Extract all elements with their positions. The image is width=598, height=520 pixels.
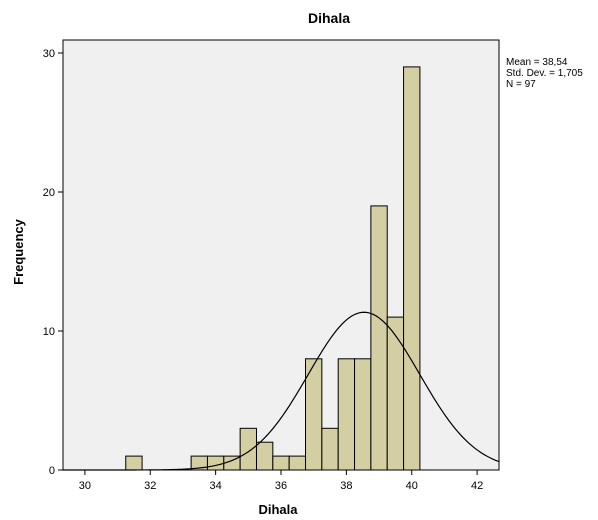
y-tick-label: 20 xyxy=(43,187,55,199)
histogram-bar xyxy=(288,455,307,471)
histogram-bar xyxy=(321,427,339,471)
chart-title: Dihala xyxy=(308,10,350,26)
x-tick-label: 36 xyxy=(275,480,287,492)
y-tick-label: 10 xyxy=(43,326,55,338)
y-axis-label: Frequency xyxy=(11,218,26,285)
normal-curve xyxy=(63,311,500,471)
y-tick-label: 0 xyxy=(49,465,55,477)
y-tick-label: 30 xyxy=(43,48,55,60)
histogram-bar xyxy=(239,427,257,471)
histogram-bar xyxy=(206,455,225,471)
x-tick-label: 42 xyxy=(471,480,483,492)
histogram-bar xyxy=(370,205,388,471)
histogram-bar xyxy=(337,358,356,471)
bars-group xyxy=(125,66,421,471)
stats-line: Std. Dev. = 1,705 xyxy=(506,68,583,79)
plot-area xyxy=(62,39,500,471)
histogram-bar xyxy=(305,358,323,471)
y-axis: 0 10 20 30 xyxy=(43,48,63,477)
histogram-bar xyxy=(255,441,274,471)
histogram-bar xyxy=(272,455,290,471)
histogram-bar xyxy=(386,316,405,471)
x-axis: 30 32 34 36 38 40 42 xyxy=(79,470,483,492)
x-tick-label: 38 xyxy=(340,480,352,492)
x-tick-label: 32 xyxy=(144,480,156,492)
x-tick-label: 30 xyxy=(79,480,91,492)
stats-line: Mean = 38,54 xyxy=(506,57,568,68)
stats-line: N = 97 xyxy=(506,79,536,90)
x-tick-label: 34 xyxy=(210,480,222,492)
histogram-bar xyxy=(354,358,372,471)
x-tick-label: 40 xyxy=(406,480,418,492)
histogram-bar xyxy=(403,66,421,471)
histogram-bar xyxy=(125,455,143,471)
x-axis-label: Dihala xyxy=(258,502,298,517)
